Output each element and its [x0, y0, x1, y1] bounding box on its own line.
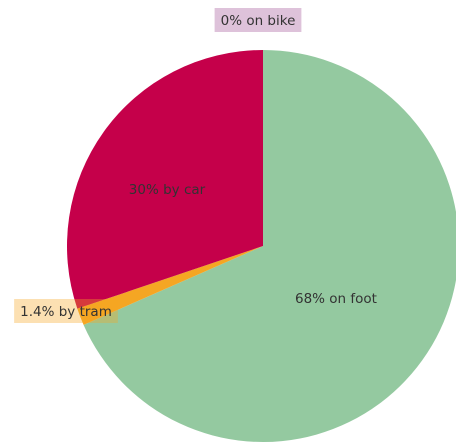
data-label: 1.4% by tram: [20, 304, 112, 320]
data-label: 30% by car: [129, 182, 206, 198]
label-background: [214, 8, 302, 32]
label-background: [122, 177, 212, 201]
slice-label: 0% on bike: [214, 8, 302, 32]
label-background: [289, 286, 383, 310]
data-label: 68% on foot: [295, 291, 377, 307]
pie-slice: [83, 50, 456, 442]
slice-label: 68% on foot: [289, 286, 383, 310]
pie-slice: [66, 50, 263, 309]
pie-slice: [77, 246, 264, 325]
slice-label: 30% by car: [122, 177, 212, 201]
data-label: 0% on bike: [221, 13, 296, 29]
slice-label: 1.4% by tram: [14, 299, 118, 323]
label-background: [14, 299, 118, 323]
